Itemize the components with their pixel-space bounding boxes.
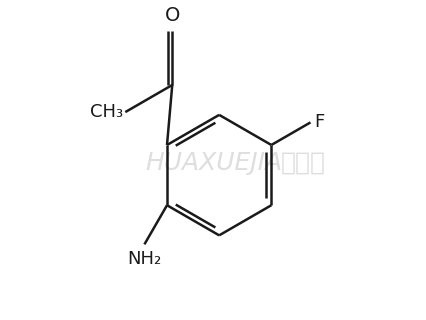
Text: NH₂: NH₂ <box>127 250 161 268</box>
Text: HUAXUEJIA: HUAXUEJIA <box>145 151 282 175</box>
Text: 化学加: 化学加 <box>281 151 326 175</box>
Text: CH₃: CH₃ <box>90 103 123 121</box>
Text: F: F <box>314 113 325 132</box>
Text: O: O <box>164 6 180 25</box>
